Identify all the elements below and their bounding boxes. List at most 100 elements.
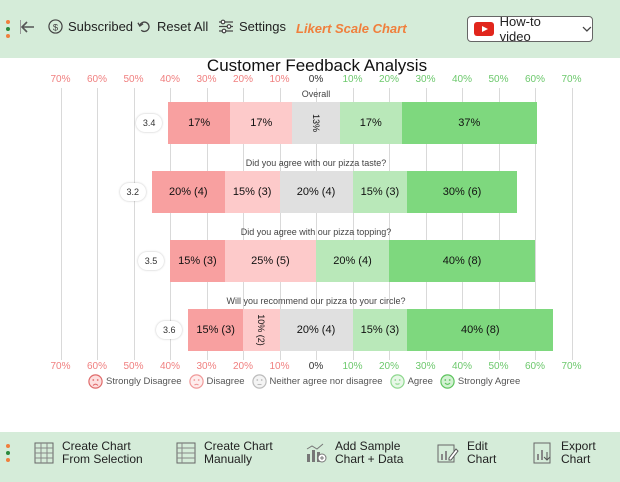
subscribed-button[interactable]: $ Subscribed: [48, 19, 133, 34]
data-label: 15% (3): [360, 186, 400, 198]
app-title: Likert Scale Chart: [296, 21, 407, 36]
bar-segment: 40% (8): [389, 240, 535, 282]
question-label: Did you agree with our pizza topping?: [240, 227, 392, 237]
dollar-icon: $: [48, 19, 63, 34]
bottom-axis-tick-label: 10%: [342, 361, 363, 372]
legend-item: Strongly Disagree: [88, 374, 182, 389]
bar-segment: 15% (3): [224, 171, 280, 213]
question-label: Overall: [301, 89, 331, 99]
bottom-axis-tick-label: 50%: [123, 361, 144, 372]
chart-title: Customer Feedback Analysis: [206, 56, 428, 75]
face-icon: [88, 374, 103, 389]
bottom-axis-tick-label: 70%: [50, 361, 71, 372]
edit-chart-line1: Edit: [467, 439, 488, 453]
top-axis-tick-label: 50%: [123, 74, 144, 85]
bar-segment: 20% (4): [279, 171, 353, 213]
gridline: [170, 88, 171, 360]
data-label: 15% (3): [232, 186, 272, 198]
top-axis-tick-label: 60%: [524, 74, 545, 85]
gridline: [462, 88, 463, 360]
export-icon: [533, 442, 551, 464]
create-from-selection-line2: From Selection: [62, 452, 143, 466]
data-label: 15% (3): [196, 324, 235, 336]
create-manually-line2: Manually: [204, 452, 253, 466]
edit-chart-button[interactable]: Edit Chart: [437, 440, 496, 466]
top-axis-tick-label: 10%: [269, 74, 290, 85]
drag-handle-icon[interactable]: [6, 20, 10, 38]
bottom-axis-tick-label: 30%: [196, 361, 217, 372]
bottom-axis-tick-label: 20%: [232, 361, 253, 372]
create-from-selection-line1: Create Chart: [62, 439, 131, 453]
top-axis-tick-label: 40%: [451, 74, 472, 85]
top-axis-tick-label: 40%: [159, 74, 180, 85]
export-chart-line1: Export: [561, 439, 596, 453]
reset-all-button[interactable]: Reset All: [137, 19, 208, 34]
bar-segment: 15% (3): [352, 309, 408, 351]
drag-handle-icon[interactable]: [6, 444, 10, 462]
bar-segment: 15% (3): [352, 171, 408, 213]
sample-chart-icon: [306, 443, 327, 463]
face-icon: [251, 374, 267, 389]
bar-segment: 15% (3): [170, 240, 225, 282]
top-axis-tick-label: 50%: [488, 74, 509, 85]
bar-segment: 13%: [292, 102, 340, 144]
svg-text:$: $: [53, 22, 59, 32]
top-axis-tick-label: 30%: [196, 74, 217, 85]
gridline: [498, 88, 500, 360]
add-sample-button[interactable]: Add Sample Chart + Data: [305, 440, 403, 466]
how-to-video-dropdown[interactable]: How-to video: [467, 14, 593, 44]
sliders-icon: [219, 19, 233, 34]
legend-item: Disagree: [188, 374, 245, 389]
bottom-axis-tick-label: 0%: [308, 361, 324, 372]
top-toolbar: $ Subscribed Reset All Settings Likert S…: [0, 0, 620, 58]
back-button[interactable]: [20, 19, 36, 35]
create-manually-line1: Create Chart: [204, 439, 273, 453]
data-label: 15% (3): [178, 255, 217, 267]
face-icon: [440, 374, 455, 389]
create-from-selection-button[interactable]: Create Chart From Selection: [34, 440, 143, 466]
data-label: 20% (4): [333, 255, 372, 267]
chart-legend: Strongly Disagree Disagree Neither agree n…: [88, 374, 524, 389]
settings-label: Settings: [239, 19, 286, 34]
bar-segment: 30% (6): [407, 171, 517, 213]
gridline: [316, 88, 317, 360]
list-table-icon: [176, 442, 196, 464]
data-label: 13%: [310, 113, 321, 133]
top-axis-tick-label: 10%: [342, 74, 363, 85]
legend-item: Neither agree nor disagree: [251, 374, 383, 389]
face-icon: [188, 374, 204, 389]
create-manually-button[interactable]: Create Chart Manually: [176, 440, 273, 466]
score-badge: 3.4: [136, 114, 163, 132]
back-arrow-icon: [20, 20, 34, 34]
gridline: [206, 88, 208, 360]
how-to-video-label: How-to video: [499, 14, 541, 44]
settings-button[interactable]: Settings: [218, 19, 286, 34]
data-label: 40% (8): [460, 324, 500, 336]
gridline: [425, 88, 427, 360]
subscribed-label: Subscribed: [68, 19, 134, 34]
gridline: [133, 88, 135, 360]
data-label: 17%: [359, 117, 382, 129]
export-chart-button[interactable]: Export Chart: [533, 440, 596, 466]
gridline: [97, 88, 98, 360]
data-label: 17%: [250, 117, 273, 129]
table-grid-icon: [34, 442, 54, 464]
legend-label: Strongly Agree: [457, 376, 521, 387]
edit-chart-icon: [437, 444, 459, 463]
data-label: 17%: [188, 117, 211, 129]
top-axis-tick-label: 70%: [50, 74, 71, 85]
top-axis-tick-label: 70%: [561, 74, 582, 85]
gridline: [279, 88, 281, 360]
bar-segment: 20% (4): [279, 309, 353, 351]
data-label: 20% (4): [296, 186, 336, 198]
data-label: 25% (5): [251, 255, 290, 267]
score-badge: 3.6: [156, 321, 183, 339]
face-icon: [389, 374, 405, 389]
bar-segment: 37%: [401, 102, 537, 144]
bottom-axis-tick-label: 10%: [269, 361, 290, 372]
gridline: [243, 88, 244, 360]
question-label: Will you recommend our pizza to your cir…: [226, 296, 406, 306]
youtube-icon: [474, 22, 494, 36]
gridline: [60, 88, 62, 360]
bar-segment: 20% (4): [151, 171, 225, 213]
